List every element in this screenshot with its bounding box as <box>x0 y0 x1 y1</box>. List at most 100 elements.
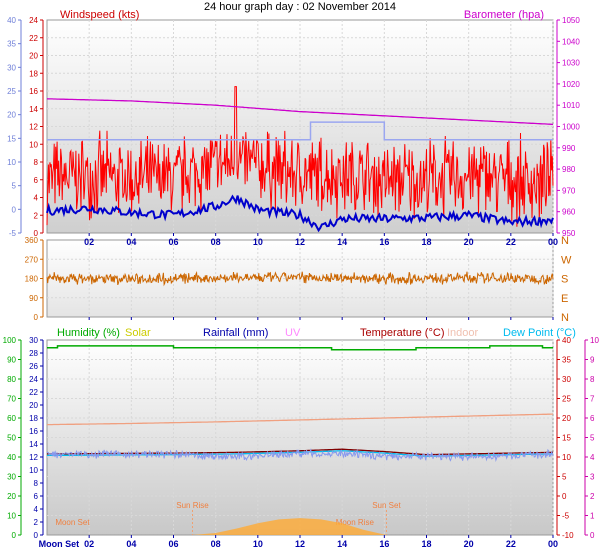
series-area-2-5 <box>192 518 387 535</box>
y-tick-label-0-inner-10: 4 <box>34 194 39 203</box>
y-tick-label-2-rain-6: 18 <box>29 414 38 423</box>
y-tick-label-0-inner-0: 24 <box>29 16 38 25</box>
y-tick-label-2-temp-2: 30 <box>562 375 571 384</box>
y-tick-label-2-hum-3: 70 <box>7 395 16 404</box>
y-tick-label-2-temp-4: 20 <box>562 414 571 423</box>
y-tick-label-2-temp-8: 0 <box>562 492 567 501</box>
legend-solar: Solar <box>125 327 151 339</box>
x-tick-label-2-2: 06 <box>168 539 178 549</box>
y-tick-label-2-hum-5: 50 <box>7 434 16 443</box>
compass-label-4: N <box>561 312 569 324</box>
y-tick-label-2-temp-5: 15 <box>562 434 571 443</box>
y-tick-label-2-uv-10: 0 <box>590 531 595 540</box>
compass-label-2: S <box>561 274 568 286</box>
y-tick-label-2-uv-6: 4 <box>590 453 595 462</box>
legend-temperature: Temperature (°C) <box>360 327 444 339</box>
y-tick-label-2-hum-7: 30 <box>7 473 16 482</box>
y-tick-label-0-outer-5: 15 <box>7 134 16 143</box>
y-tick-label-1-dir-1: 270 <box>25 255 39 264</box>
y-tick-label-2-hum-2: 80 <box>7 375 16 384</box>
y-tick-label-2-uv-2: 8 <box>590 375 595 384</box>
legend-humidity: Humidity (%) <box>57 327 120 339</box>
y-tick-label-2-rain-1: 28 <box>29 349 38 358</box>
y-tick-label-0-inner-2: 20 <box>29 52 38 61</box>
y-tick-label-0-right-8: 970 <box>562 186 576 195</box>
series-line-2-3 <box>47 450 553 457</box>
y-tick-label-0-outer-4: 20 <box>7 111 16 120</box>
y-tick-label-0-inner-8: 8 <box>34 158 39 167</box>
y-tick-label-2-hum-10: 0 <box>12 531 17 540</box>
x-tick-label-2-8: 18 <box>421 539 431 549</box>
y-tick-label-2-rain-15: 0 <box>34 531 39 540</box>
y-tick-label-2-hum-9: 10 <box>7 512 16 521</box>
y-tick-label-2-uv-0: 10 <box>590 336 599 345</box>
series-line-0-2 <box>46 98 554 126</box>
y-tick-label-2-uv-9: 1 <box>590 512 595 521</box>
y-tick-label-0-inner-6: 12 <box>29 123 38 132</box>
x-tick-label-2-10: 22 <box>506 539 516 549</box>
y-tick-label-0-right-6: 990 <box>562 144 576 153</box>
annotation-2: Sun Set <box>372 501 401 510</box>
y-tick-label-2-temp-9: -5 <box>562 512 570 521</box>
y-tick-label-0-outer-2: 30 <box>7 63 16 72</box>
y-tick-label-0-inner-11: 2 <box>34 211 39 220</box>
x-tick-label-2-4: 10 <box>253 539 263 549</box>
x-tick-label-2-3: 08 <box>211 539 221 549</box>
y-tick-label-0-right-7: 980 <box>562 165 576 174</box>
y-tick-label-2-rain-12: 6 <box>34 492 39 501</box>
y-tick-label-2-uv-4: 6 <box>590 414 595 423</box>
y-tick-label-0-outer-0: 40 <box>7 16 16 25</box>
y-tick-label-0-inner-12: 0 <box>34 229 39 238</box>
y-tick-label-2-rain-5: 20 <box>29 401 38 410</box>
y-tick-label-0-right-2: 1030 <box>562 59 580 68</box>
annotation-3: Moon Rise <box>336 518 375 527</box>
y-tick-label-0-inner-3: 18 <box>29 69 38 78</box>
series-line-0-3 <box>47 121 553 141</box>
y-tick-label-2-temp-0: 40 <box>562 336 571 345</box>
legend-uv: UV <box>285 327 301 339</box>
y-tick-label-2-uv-8: 2 <box>590 492 595 501</box>
y-tick-label-2-uv-3: 7 <box>590 395 595 404</box>
y-tick-label-1-dir-0: 360 <box>25 236 39 245</box>
y-tick-label-0-outer-6: 10 <box>7 158 16 167</box>
y-tick-label-2-rain-9: 12 <box>29 453 38 462</box>
series-line-2-1 <box>47 413 553 426</box>
y-tick-label-0-right-10: 950 <box>562 229 576 238</box>
series-line-1-0 <box>46 270 554 287</box>
x-tick-label-2-7: 16 <box>379 539 389 549</box>
y-tick-label-2-rain-3: 24 <box>29 375 38 384</box>
series-line-0-0 <box>46 86 554 227</box>
legend-rainfall: Rainfall (mm) <box>203 327 268 339</box>
y-tick-label-0-outer-1: 35 <box>7 40 16 49</box>
x-tick-label-2-11: 00 <box>548 539 558 549</box>
y-tick-label-2-rain-13: 4 <box>34 505 39 514</box>
legend-dewpoint: Dew Point (°C) <box>503 327 576 339</box>
y-tick-label-0-right-1: 1040 <box>562 37 580 46</box>
y-tick-label-0-right-9: 960 <box>562 208 576 217</box>
y-tick-label-2-uv-7: 3 <box>590 473 595 482</box>
series-line-2-0 <box>47 345 553 351</box>
y-tick-label-2-rain-0: 30 <box>29 336 38 345</box>
y-tick-label-0-inner-1: 22 <box>29 34 38 43</box>
y-tick-label-2-rain-4: 22 <box>29 388 38 397</box>
y-tick-label-2-hum-6: 40 <box>7 453 16 462</box>
x-tick-label-2-1: 04 <box>126 539 136 549</box>
y-tick-label-0-right-0: 1050 <box>562 16 580 25</box>
y-tick-label-0-outer-9: -5 <box>9 229 17 238</box>
y-tick-label-2-hum-0: 100 <box>3 336 17 345</box>
y-tick-label-2-temp-6: 10 <box>562 453 571 462</box>
y-tick-label-0-outer-8: 0 <box>12 205 17 214</box>
y-tick-label-2-temp-10: -10 <box>562 531 574 540</box>
y-tick-label-2-temp-3: 25 <box>562 395 571 404</box>
series-line-2-4 <box>46 448 554 463</box>
legend-windspeed: Windspeed (kts) <box>60 9 139 21</box>
x-tick-label-2-0: 02 <box>84 539 94 549</box>
y-tick-label-0-outer-3: 25 <box>7 87 16 96</box>
y-tick-label-1-dir-2: 180 <box>25 275 39 284</box>
x-tick-label-2-9: 20 <box>464 539 474 549</box>
y-tick-label-0-right-4: 1010 <box>562 101 580 110</box>
compass-label-3: E <box>561 293 568 305</box>
series-line-0-1 <box>46 194 554 233</box>
